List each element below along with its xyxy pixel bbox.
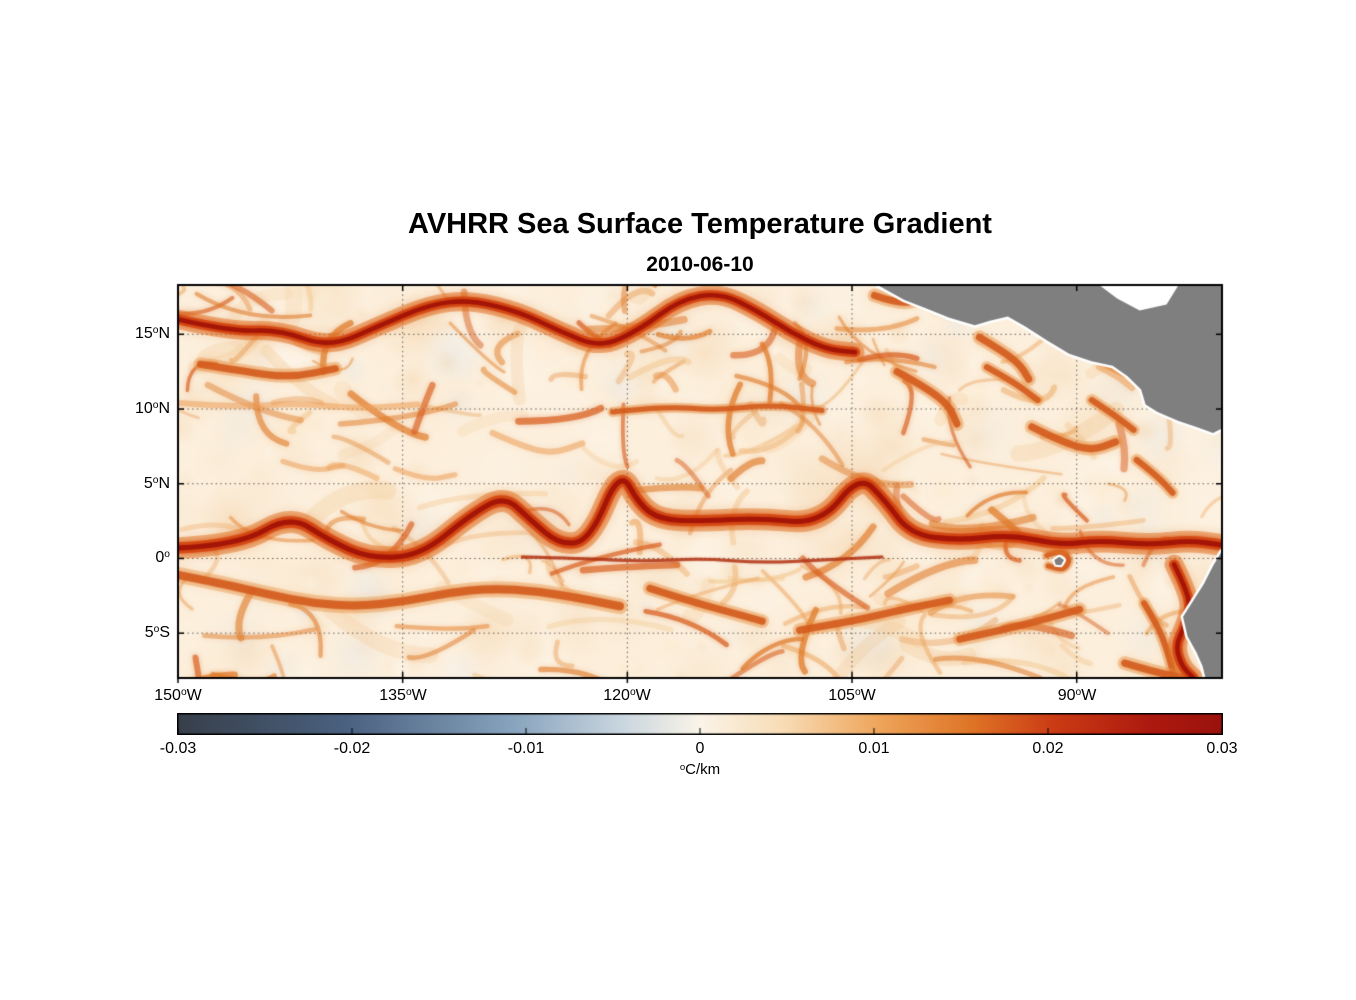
colorbar-unit-label: oC/km [178, 761, 1222, 778]
chart-subtitle: 2010-06-10 [646, 253, 754, 276]
chart-title: AVHRR Sea Surface Temperature Gradient [408, 208, 992, 240]
x-tick-label: 120oW [603, 687, 651, 704]
map-canvas [170, 277, 1230, 686]
colorbar-tick-label: -0.01 [507, 740, 545, 757]
y-tick-label: 5oS [144, 624, 170, 641]
colorbar-tick-label: 0.03 [1206, 740, 1238, 757]
colorbar-tick-label: 0.01 [858, 740, 890, 757]
y-tick-label: 15oN [134, 325, 170, 342]
y-tick-label: 0o [155, 549, 170, 566]
colorbar-tick-label: 0.02 [1032, 740, 1064, 757]
degree-symbol: o [679, 761, 686, 773]
colorbar-tick-label: 0 [695, 740, 705, 757]
y-tick-label: 10oN [134, 400, 170, 417]
colorbar-tick-label: -0.02 [333, 740, 371, 757]
x-tick-label: 105oW [828, 687, 876, 704]
x-tick-label: 135oW [379, 687, 427, 704]
x-tick-label: 90oW [1057, 687, 1097, 704]
unit-text: C/km [685, 761, 721, 778]
colorbar-canvas [177, 713, 1223, 735]
colorbar-tick-label: -0.03 [159, 740, 197, 757]
y-tick-label: 5oN [143, 475, 170, 492]
x-tick-label: 150oW [154, 687, 202, 704]
